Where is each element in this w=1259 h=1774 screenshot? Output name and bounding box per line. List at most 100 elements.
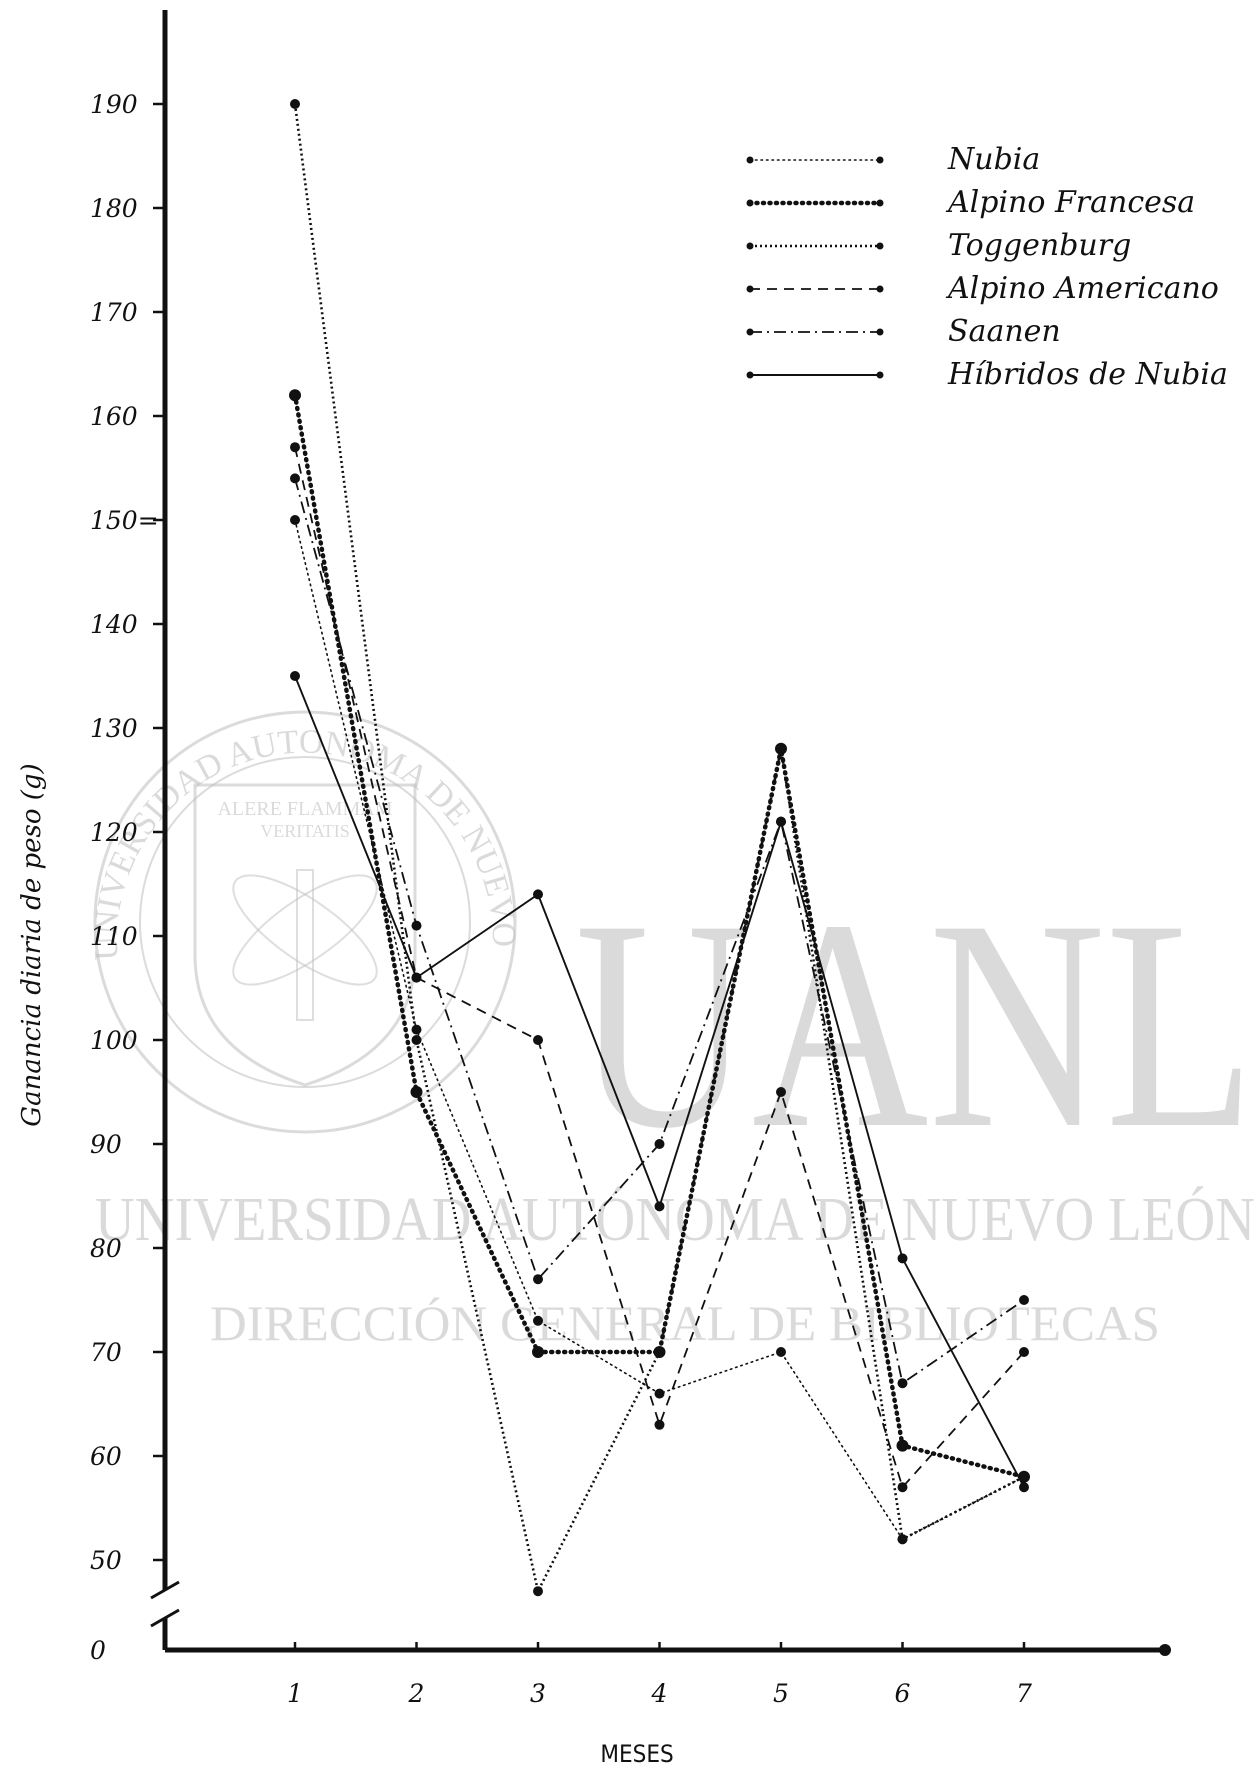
legend-swatch-dot — [876, 328, 884, 336]
data-point — [533, 1035, 543, 1045]
y-tick-label: 90 — [90, 1130, 122, 1159]
y-tick-label: 0 — [90, 1636, 106, 1665]
seal-inner-ring — [139, 756, 471, 1088]
y-tick-label: 160 — [90, 402, 138, 431]
series-6 — [290, 671, 1029, 1493]
data-point — [897, 1253, 908, 1264]
x-tick-label: 7 — [1016, 1679, 1032, 1708]
legend-label: Híbridos de Nubia — [947, 357, 1228, 392]
legend-label: Toggenburg — [948, 228, 1131, 263]
axis-break-mark — [150, 1608, 180, 1628]
legend-label: Alpino Americano — [945, 271, 1219, 306]
legend-item: Toggenburg — [746, 228, 1131, 263]
data-point — [290, 473, 300, 484]
data-point — [533, 1586, 543, 1597]
data-point — [289, 389, 301, 402]
legend-swatch-dot — [746, 242, 754, 250]
seal-motto-1: ALERE FLAMMAM — [217, 798, 392, 820]
data-point — [654, 1419, 665, 1430]
legend-label: Nubia — [947, 142, 1040, 177]
data-point — [1019, 1482, 1029, 1493]
legend-swatch-dot — [746, 156, 754, 164]
data-point — [411, 920, 422, 931]
legend-swatch-dot — [876, 156, 884, 164]
axis-break-mark — [150, 1580, 180, 1600]
y-tick-label: 130 — [90, 714, 138, 743]
x-tick-label: 5 — [773, 1679, 789, 1708]
legend-item: Saanen — [746, 314, 1061, 349]
seal-torch-icon — [296, 869, 314, 1021]
x-tick-label: 4 — [651, 1679, 668, 1708]
watermark-line-1: UNIVERSIDAD AUTÓNOMA DE NUEVO LEÓN — [95, 1186, 1255, 1254]
x-axis-title: MESES — [600, 1740, 673, 1768]
data-point — [1019, 1295, 1029, 1305]
data-point — [290, 515, 300, 525]
data-point — [654, 1347, 665, 1357]
y-tick-label: 80 — [90, 1234, 122, 1263]
data-point — [411, 1035, 422, 1045]
y-tick-label: 70 — [90, 1338, 122, 1367]
data-point — [533, 1274, 543, 1285]
axes: 0 50 60 70 80 90 100 110 120 130 140 150= 160 170 180 1… — [17, 10, 1171, 1768]
data-point — [897, 1482, 908, 1493]
series-line — [293, 103, 1025, 1593]
legend-swatch-dot — [876, 199, 884, 207]
legend-item: Híbridos de Nubia — [746, 357, 1228, 392]
x-tick-label: 1 — [287, 1679, 303, 1708]
data-point — [776, 743, 786, 754]
watermark-line-2: DIRECCIÓN GENERAL DE BIBLIOTECAS — [210, 1295, 1160, 1351]
series-3 — [290, 99, 1029, 1597]
y-tick-label: 180 — [90, 194, 138, 223]
data-point — [896, 1439, 909, 1452]
data-point — [411, 972, 422, 983]
watermark-uanl: UANL — [575, 858, 1255, 1190]
legend-swatch-dot — [746, 371, 754, 379]
data-point — [776, 1087, 786, 1097]
x-axis-end-dot — [1159, 1644, 1171, 1656]
y-tick-label: 170 — [90, 298, 138, 327]
seal-motto-2: VERITATIS — [260, 821, 350, 841]
legend-swatch-dot — [746, 328, 754, 336]
data-point — [776, 1347, 786, 1357]
data-point — [1019, 1471, 1029, 1482]
data-point — [410, 1086, 423, 1098]
y-tick-label: 120 — [90, 818, 138, 847]
seal-atom-orbit — [232, 874, 378, 986]
seal-outer-ring — [93, 710, 517, 1134]
data-point — [533, 889, 543, 900]
legend-item: Nubia — [746, 142, 1040, 177]
data-point — [654, 1139, 665, 1149]
data-point — [290, 99, 300, 109]
y-tick-label: 110 — [90, 922, 138, 951]
y-tick-label: 190 — [90, 90, 138, 119]
legend-label: Saanen — [948, 314, 1061, 349]
y-axis-title: Ganancia diaria de peso (g) — [17, 763, 47, 1126]
y-tick-label: 60 — [90, 1442, 122, 1471]
legend-item: Alpino Americano — [746, 271, 1219, 306]
legend-swatch-dot — [876, 285, 884, 293]
legend-label: Alpino Francesa — [945, 185, 1195, 220]
data-point — [290, 442, 300, 453]
seal-atom-icon — [232, 874, 378, 986]
legend-swatch-dot — [876, 371, 884, 379]
series-group — [289, 99, 1030, 1597]
data-point — [1019, 1347, 1029, 1357]
data-point — [654, 1201, 665, 1212]
data-point — [776, 816, 786, 827]
legend-swatch-dot — [746, 285, 754, 293]
y-tick-label: 50 — [90, 1546, 122, 1575]
x-tick-label: 3 — [530, 1679, 546, 1708]
legend-swatch-dot — [876, 242, 884, 250]
data-point — [532, 1346, 544, 1358]
x-tick-label: 6 — [895, 1679, 911, 1708]
data-point — [897, 1534, 908, 1545]
legend-swatch-dot — [746, 199, 754, 207]
legend-item: Alpino Francesa — [746, 185, 1195, 220]
data-point — [897, 1378, 908, 1389]
data-point — [533, 1315, 543, 1326]
y-tick-label: 100 — [90, 1026, 138, 1055]
y-tick-label: 150= — [90, 506, 159, 535]
data-point — [411, 1024, 422, 1035]
